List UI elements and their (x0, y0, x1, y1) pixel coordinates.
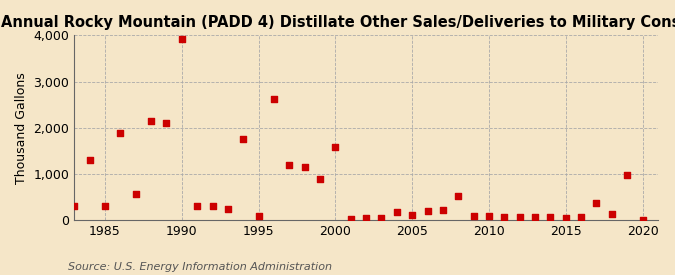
Point (560, 216, 571, 220)
Point (223, 207, 234, 211)
Point (407, 212, 418, 217)
Point (161, 121, 172, 125)
Point (530, 215, 541, 219)
Point (315, 177, 325, 181)
Point (84, 158, 95, 162)
Point (392, 210, 402, 214)
Point (376, 216, 387, 220)
Text: Source: U.S. Energy Information Administration: Source: U.S. Energy Information Administ… (68, 262, 331, 271)
Point (545, 215, 556, 219)
Point (299, 165, 310, 170)
Point (115, 131, 126, 136)
Point (69, 204, 80, 208)
Point (269, 97, 279, 101)
Point (622, 173, 632, 178)
Y-axis label: Thousand Gallons: Thousand Gallons (15, 72, 28, 184)
Point (591, 200, 602, 205)
Point (192, 204, 202, 208)
Point (253, 214, 264, 218)
Point (514, 215, 525, 219)
Point (606, 212, 617, 216)
Point (100, 204, 111, 208)
Point (176, 37, 187, 41)
Point (453, 194, 464, 198)
Point (284, 163, 295, 167)
Point (207, 204, 218, 208)
Point (576, 215, 587, 219)
Point (346, 216, 356, 221)
Point (499, 215, 510, 219)
Title: Annual Rocky Mountain (PADD 4) Distillate Other Sales/Deliveries to Military Con: Annual Rocky Mountain (PADD 4) Distillat… (1, 15, 675, 30)
Point (238, 137, 248, 141)
Point (483, 214, 494, 219)
Point (330, 145, 341, 149)
Point (422, 209, 433, 213)
Point (360, 216, 371, 220)
Point (637, 218, 648, 222)
Point (146, 119, 157, 123)
Point (437, 208, 448, 213)
Point (468, 214, 479, 219)
Point (130, 192, 141, 196)
